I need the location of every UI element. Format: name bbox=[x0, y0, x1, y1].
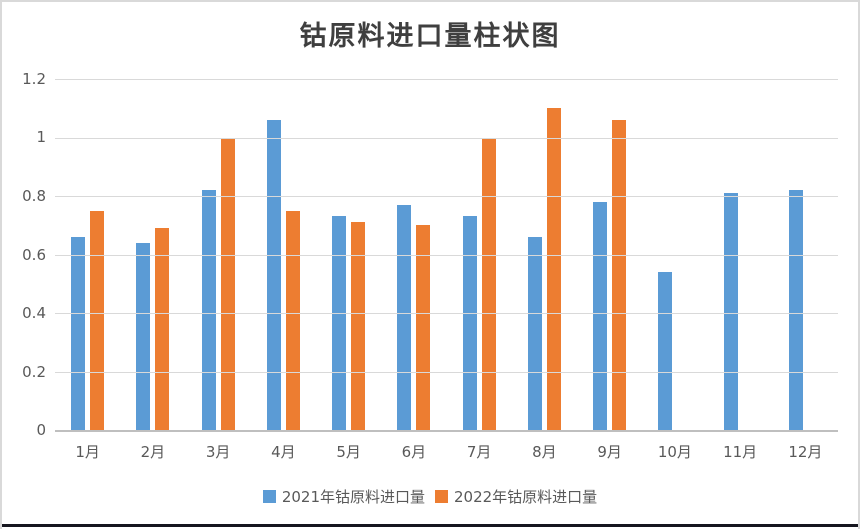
bar-2021年钴原料进口量-7月 bbox=[462, 216, 477, 430]
bar-2022年钴原料进口量-3月 bbox=[220, 137, 235, 430]
x-tick-label: 1月 bbox=[75, 443, 100, 461]
bar-group-12月 bbox=[773, 79, 838, 430]
bar-2022年钴原料进口量-5月 bbox=[351, 222, 366, 430]
bar-2021年钴原料进口量-5月 bbox=[332, 216, 347, 430]
gridline bbox=[55, 196, 838, 197]
bar-2021年钴原料进口量-6月 bbox=[397, 204, 412, 430]
bars-container bbox=[55, 79, 838, 430]
y-tick-label: 0.2 bbox=[22, 363, 46, 381]
bar-group-5月 bbox=[316, 79, 381, 430]
bar-2021年钴原料进口量-9月 bbox=[593, 201, 608, 430]
x-tick-label: 7月 bbox=[466, 443, 492, 461]
gridline bbox=[55, 254, 838, 256]
y-tick-label: 0.6 bbox=[22, 246, 46, 264]
legend: 2021年钴原料进口量 2022年钴原料进口量 bbox=[2, 486, 858, 507]
bar-2022年钴原料进口量-6月 bbox=[416, 225, 431, 430]
bar-group-2月 bbox=[120, 79, 185, 430]
bar-2021年钴原料进口量-12月 bbox=[788, 190, 803, 430]
bar-2022年钴原料进口量-2月 bbox=[155, 228, 170, 430]
gridline bbox=[55, 371, 838, 373]
bar-group-6月 bbox=[381, 79, 446, 430]
bar-group-8月 bbox=[512, 79, 577, 430]
legend-marker-icon bbox=[435, 490, 448, 503]
bar-2022年钴原料进口量-7月 bbox=[481, 137, 496, 430]
y-tick-label: 0.4 bbox=[22, 304, 46, 322]
bar-2021年钴原料进口量-11月 bbox=[723, 193, 738, 430]
x-tick-label: 10月 bbox=[657, 443, 692, 461]
bar-2022年钴原料进口量-1月 bbox=[90, 210, 105, 430]
bar-2021年钴原料进口量-3月 bbox=[201, 190, 216, 430]
y-tick-label: 0 bbox=[36, 421, 46, 439]
bar-2022年钴原料进口量-8月 bbox=[546, 108, 561, 430]
bar-group-9月 bbox=[577, 79, 642, 430]
chart-title: 钴原料进口量柱状图 bbox=[299, 21, 561, 52]
x-tick-label: 9月 bbox=[597, 443, 622, 461]
y-tick-label: 1.2 bbox=[22, 70, 46, 88]
y-tick-label: 0.8 bbox=[22, 187, 46, 205]
x-tick-label: 12月 bbox=[788, 443, 823, 461]
x-tick-label: 4月 bbox=[271, 443, 296, 461]
legend-marker-icon bbox=[262, 490, 276, 503]
legend-item: 2021年钴原料进口量 bbox=[262, 486, 425, 507]
legend-label: 2022年钴原料进口量 bbox=[454, 488, 598, 506]
bar-2021年钴原料进口量-1月 bbox=[71, 236, 86, 430]
bar-group-10月 bbox=[642, 79, 707, 430]
bar-2021年钴原料进口量-8月 bbox=[527, 236, 542, 430]
gridline bbox=[55, 79, 838, 80]
y-tick-label: 1 bbox=[36, 128, 46, 146]
x-tick-label: 8月 bbox=[532, 443, 557, 461]
legend-item: 2022年钴原料进口量 bbox=[435, 486, 597, 507]
gridline bbox=[55, 137, 838, 139]
bar-2022年钴原料进口量-9月 bbox=[612, 119, 627, 430]
plot-area bbox=[55, 79, 838, 432]
bottom-border-line bbox=[2, 524, 858, 527]
x-tick-label: 6月 bbox=[401, 443, 427, 461]
gridline bbox=[55, 313, 838, 314]
x-tick-label: 11月 bbox=[723, 443, 758, 461]
bar-group-7月 bbox=[447, 79, 512, 430]
bar-2021年钴原料进口量-4月 bbox=[266, 119, 281, 430]
bar-group-3月 bbox=[186, 79, 251, 430]
x-tick-label: 3月 bbox=[205, 443, 231, 461]
bar-2022年钴原料进口量-4月 bbox=[285, 210, 300, 430]
bar-group-4月 bbox=[251, 79, 316, 430]
bar-group-11月 bbox=[708, 79, 773, 430]
bar-2021年钴原料进口量-2月 bbox=[136, 242, 151, 430]
bar-2021年钴原料进口量-10月 bbox=[658, 272, 673, 430]
legend-label: 2021年钴原料进口量 bbox=[281, 488, 425, 506]
bar-group-1月 bbox=[55, 79, 120, 430]
y-axis-labels: 0 0.2 0.4 0.6 0.8 1 1.2 bbox=[2, 70, 46, 439]
x-tick-label: 5月 bbox=[336, 443, 361, 461]
x-axis-labels: 1月 2月 3月 4月 5月 6月 7月 8月 9月 10月 11月 12月 bbox=[55, 436, 838, 462]
x-tick-label: 2月 bbox=[140, 443, 166, 461]
